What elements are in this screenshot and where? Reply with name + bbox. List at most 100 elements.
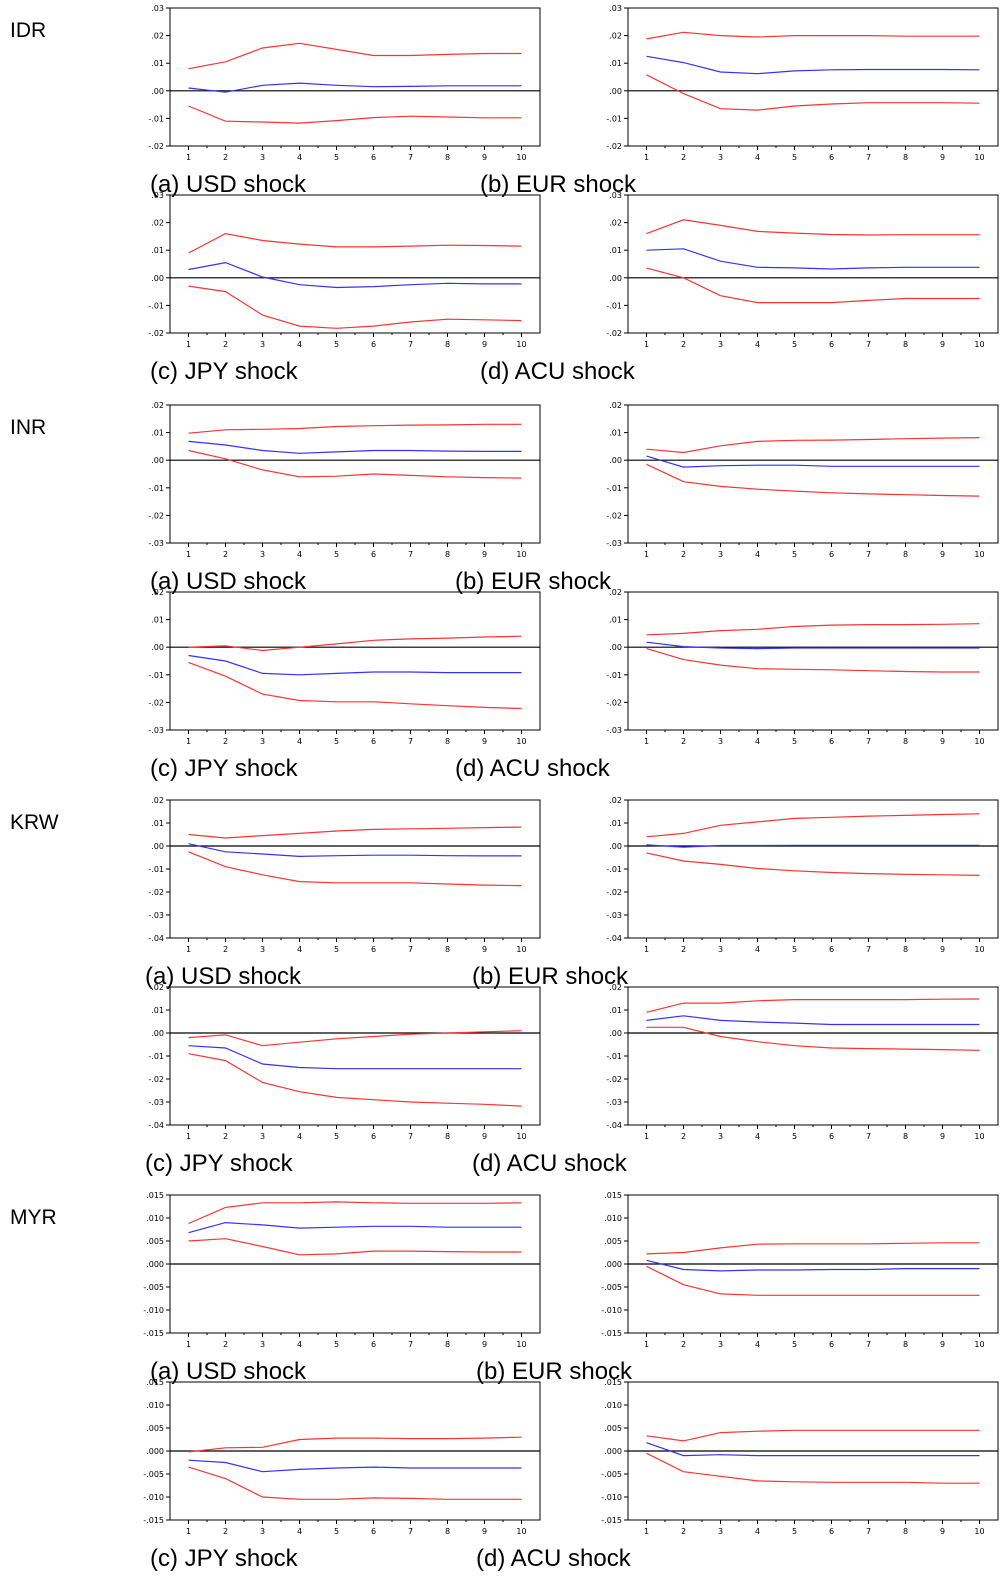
x-tick-label: 6 (371, 153, 376, 162)
y-tick-label: -.04 (606, 934, 622, 943)
series-response-line (646, 1259, 980, 1272)
x-tick-label: 8 (903, 1132, 908, 1141)
y-tick-label: -.005 (143, 1283, 164, 1292)
x-tick-label: 5 (792, 153, 797, 162)
y-tick-label: .01 (609, 59, 622, 68)
x-tick-label: 10 (516, 737, 526, 746)
y-tick-label: .005 (604, 1237, 622, 1246)
series-upper-band-line (646, 219, 980, 236)
x-tick-label: 2 (681, 1132, 686, 1141)
y-tick-label: -.02 (606, 329, 622, 338)
x-tick-label: 3 (260, 153, 265, 162)
panel-caption-a: (a) USD shock (145, 963, 302, 990)
x-tick-label: 1 (644, 1340, 649, 1349)
x-tick-label: 3 (718, 1340, 723, 1349)
plot-frame (627, 404, 999, 544)
x-tick-label: 6 (371, 550, 376, 559)
x-tick-label: 6 (829, 153, 834, 162)
x-tick-label: 9 (482, 1132, 487, 1141)
y-tick-label: .00 (609, 842, 622, 851)
y-tick-label: .02 (609, 796, 622, 805)
y-tick-label: .02 (609, 401, 622, 410)
x-tick-label: 9 (482, 153, 487, 162)
panel-myr-a: .015 .010 .005 .000 -.005 -.010 -.015 1 2 3 4 5 6 7 8 9… (143, 1191, 541, 1349)
x-tick-label: 9 (482, 340, 487, 349)
plot-frame (169, 799, 541, 939)
x-tick-label: 4 (297, 340, 302, 349)
y-tick-label: .01 (151, 819, 164, 828)
x-tick-label: 5 (792, 1527, 797, 1536)
x-tick-label: 4 (297, 1527, 302, 1536)
x-tick-label: 8 (445, 1132, 450, 1141)
x-tick-label: 1 (644, 153, 649, 162)
x-tick-label: 8 (445, 550, 450, 559)
x-tick-label: 9 (482, 550, 487, 559)
y-tick-label: .00 (609, 456, 622, 465)
x-tick-label: 5 (334, 1340, 339, 1349)
x-tick-label: 7 (408, 340, 413, 349)
x-tick-label: 2 (223, 737, 228, 746)
x-tick-label: 5 (334, 340, 339, 349)
x-tick-label: 9 (940, 1132, 945, 1141)
y-tick-label: -.01 (606, 114, 622, 123)
series-upper-band-line (188, 42, 522, 70)
y-tick-label: .02 (151, 219, 164, 228)
x-tick-label: 5 (334, 1132, 339, 1141)
x-tick-label: 8 (903, 550, 908, 559)
series-lower-band-line (188, 851, 522, 887)
y-tick-label: -.005 (601, 1470, 622, 1479)
y-tick-label: -.03 (148, 911, 164, 920)
x-tick-label: 1 (186, 945, 191, 954)
y-tick-label: .010 (604, 1214, 622, 1223)
y-tick-label: .03 (151, 191, 164, 200)
y-tick-label: .01 (609, 819, 622, 828)
y-tick-label: -.010 (143, 1493, 164, 1502)
x-tick-label: 2 (223, 340, 228, 349)
x-tick-label: 5 (792, 340, 797, 349)
x-tick-label: 2 (223, 945, 228, 954)
series-lower-band-line (188, 105, 522, 124)
x-tick-label: 3 (260, 1132, 265, 1141)
y-tick-label: .010 (146, 1401, 164, 1410)
series-response-line (188, 843, 522, 858)
x-tick-label: 8 (445, 945, 450, 954)
x-tick-label: 7 (408, 945, 413, 954)
panel-inr-c: .02 .01 .00 -.01 -.02 -.03 1 2 3 4 5 6 7 8 9 10 (148, 588, 541, 746)
panel-caption-c: (c) JPY shock (150, 358, 298, 385)
x-tick-label: 7 (408, 550, 413, 559)
x-tick-label: 4 (297, 1340, 302, 1349)
y-tick-label: -.02 (606, 511, 622, 520)
y-tick-label: .00 (151, 456, 164, 465)
y-tick-label: .010 (604, 1401, 622, 1410)
panel-krw-c: .02 .01 .00 -.01 -.02 -.03 -.04 1 2 3 4 5 6 7 8 9 10 (148, 983, 541, 1141)
x-tick-label: 7 (408, 1340, 413, 1349)
x-tick-label: 5 (792, 945, 797, 954)
panel-caption-a: (a) USD shock (150, 568, 307, 595)
y-tick-label: -.03 (606, 726, 622, 735)
y-tick-label: .005 (604, 1424, 622, 1433)
x-tick-label: 3 (260, 1340, 265, 1349)
x-tick-label: 7 (408, 1527, 413, 1536)
x-tick-label: 7 (408, 737, 413, 746)
x-tick-label: 6 (371, 1132, 376, 1141)
series-lower-band-line (646, 267, 980, 304)
x-tick-label: 9 (482, 1527, 487, 1536)
y-tick-label: -.04 (148, 934, 164, 943)
y-tick-label: -.01 (148, 301, 164, 310)
x-tick-label: 4 (297, 550, 302, 559)
x-tick-label: 7 (866, 153, 871, 162)
series-response-line (646, 55, 980, 75)
x-tick-label: 6 (829, 1132, 834, 1141)
x-tick-label: 5 (792, 1340, 797, 1349)
y-tick-label: -.03 (148, 1098, 164, 1107)
y-tick-label: .03 (609, 191, 622, 200)
x-tick-label: 2 (681, 1340, 686, 1349)
y-tick-label: -.01 (606, 1052, 622, 1061)
y-tick-label: -.04 (148, 1121, 164, 1130)
x-tick-label: 9 (940, 737, 945, 746)
x-tick-label: 7 (866, 550, 871, 559)
panel-caption-b: (b) EUR shock (455, 568, 612, 595)
y-tick-label: -.03 (606, 539, 622, 548)
x-tick-label: 3 (260, 550, 265, 559)
